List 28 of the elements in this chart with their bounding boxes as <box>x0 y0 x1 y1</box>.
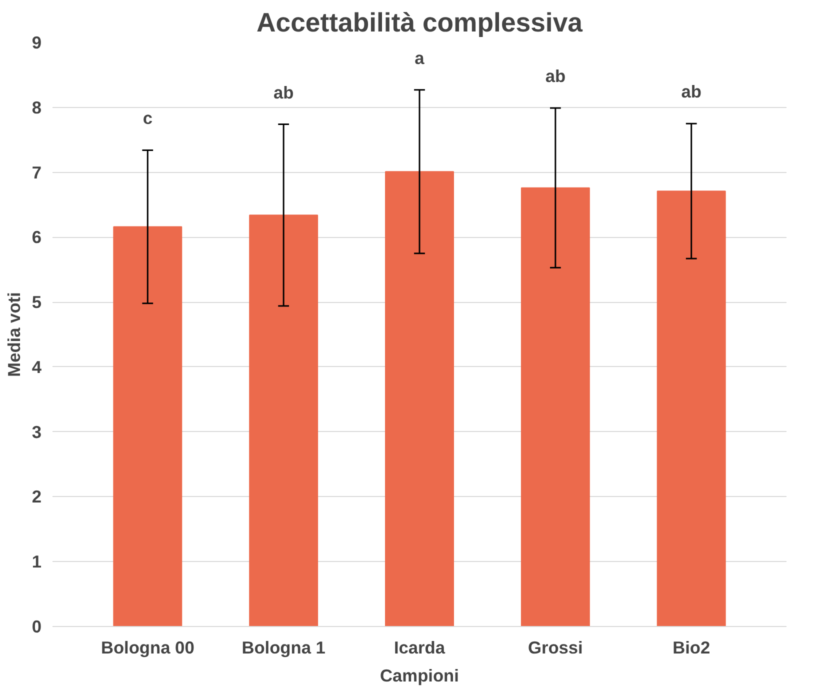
annotation: ab <box>681 82 702 102</box>
annotation: a <box>414 48 425 68</box>
y-tick-label: 4 <box>32 356 42 377</box>
y-tick-label: 6 <box>32 227 42 248</box>
y-tick-label: 5 <box>32 292 42 312</box>
y-tick-label: 3 <box>32 422 42 442</box>
annotation: ab <box>545 66 566 86</box>
bar <box>656 190 726 626</box>
bar <box>385 171 454 626</box>
bar <box>520 187 590 626</box>
bar <box>249 214 318 626</box>
y-tick-label: 8 <box>32 97 42 118</box>
x-tick-label: Bologna 00 <box>100 638 194 658</box>
y-tick-label: 2 <box>32 486 42 507</box>
x-axis-title: Campioni <box>380 666 459 686</box>
y-tick-label: 1 <box>32 552 42 572</box>
bar <box>113 226 182 626</box>
x-tick-label: Grossi <box>528 638 583 658</box>
chart-title: Accettabilità complessiva <box>256 8 583 38</box>
annotation: c <box>142 108 153 128</box>
y-tick-label: 9 <box>32 32 42 52</box>
y-tick-label: 7 <box>32 162 42 182</box>
x-tick-label: Bologna 1 <box>242 638 326 658</box>
x-tick-label: Icarda <box>394 638 446 658</box>
y-axis-title: Media voti <box>4 292 24 377</box>
x-tick-label: Bio2 <box>672 638 710 658</box>
y-tick-label: 0 <box>32 616 42 636</box>
annotation: ab <box>273 82 294 102</box>
